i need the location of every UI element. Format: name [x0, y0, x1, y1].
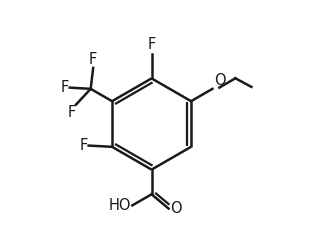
Text: F: F: [60, 80, 69, 95]
Text: F: F: [79, 138, 87, 153]
Text: F: F: [89, 52, 97, 67]
Text: O: O: [170, 201, 182, 216]
Text: F: F: [67, 105, 76, 120]
Text: O: O: [214, 73, 225, 88]
Text: HO: HO: [109, 198, 131, 213]
Text: F: F: [147, 37, 156, 53]
